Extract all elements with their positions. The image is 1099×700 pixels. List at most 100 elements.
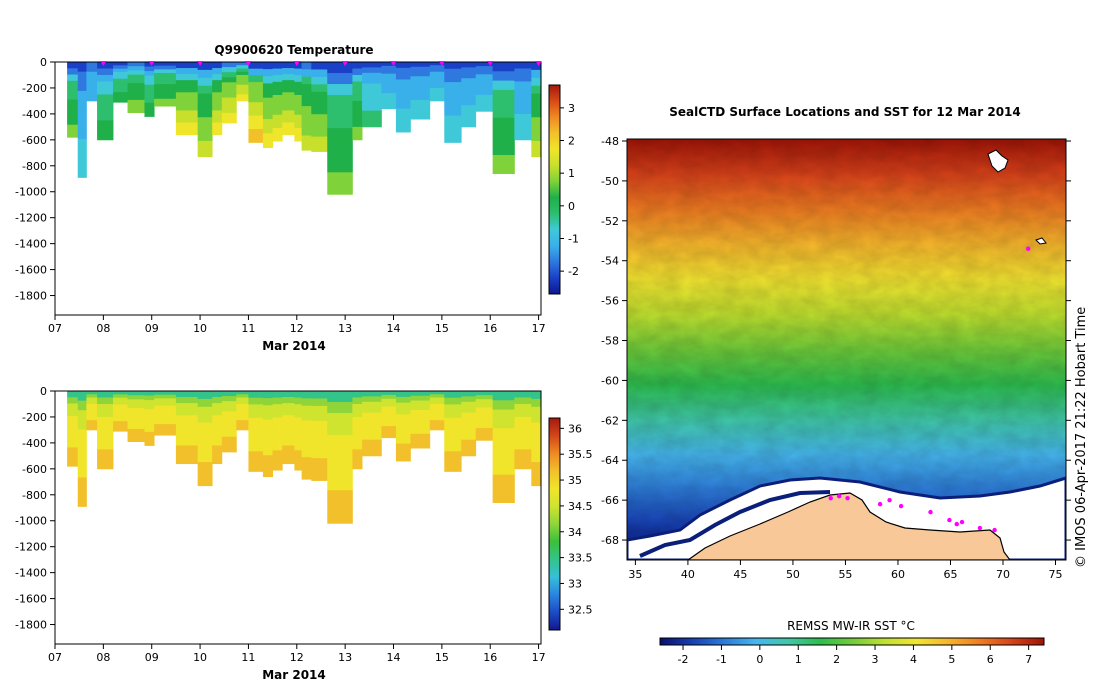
profile-cell [362, 396, 382, 403]
profile-cell [311, 391, 328, 399]
profile-cell [461, 428, 477, 435]
profile-cell [362, 428, 382, 435]
profile-cell [97, 416, 114, 424]
profile-cell [236, 413, 249, 418]
profile-cell [197, 391, 213, 400]
profile-cell [294, 430, 303, 438]
profile-cell [282, 391, 295, 398]
profile-cell [362, 418, 382, 424]
profile-cell [381, 422, 397, 427]
profile-cell [212, 62, 223, 69]
profile-cell [352, 442, 363, 450]
sst-colorbar-label: REMSS MW-IR SST °C [787, 619, 915, 633]
profile-cell [236, 423, 249, 428]
profile-cell [221, 431, 237, 438]
profile-cell [301, 113, 312, 122]
x-tick-label: 07 [48, 322, 62, 335]
profile-cell [154, 394, 177, 399]
profile-cell [514, 113, 532, 121]
profile-cell [461, 445, 477, 451]
profile-cell [395, 455, 411, 462]
y-tick-label: -1400 [15, 238, 47, 251]
profile-cell [475, 66, 494, 71]
profile-cell [262, 462, 274, 470]
profile-cell [154, 84, 177, 89]
profile-cell [272, 423, 283, 431]
profile-cell [144, 436, 155, 442]
profile-cell [444, 437, 462, 446]
profile-cell [212, 116, 223, 123]
profile-cell [221, 401, 237, 407]
profile-marker [197, 61, 204, 66]
profile-cell [236, 410, 249, 415]
profile-cell [492, 80, 515, 91]
x-tick-label: 16 [483, 322, 497, 335]
profile-cell [444, 451, 462, 459]
profile-cell [514, 81, 532, 89]
profile-cell [444, 95, 462, 103]
profile-cell [248, 129, 264, 137]
profile-cell [410, 104, 431, 110]
profile-cell [395, 102, 411, 110]
profile-cell [262, 76, 274, 84]
profile-cell [327, 84, 353, 96]
profile-cell [97, 449, 114, 457]
profile-cell [144, 418, 155, 424]
profile-cell [272, 121, 283, 129]
profile-cell [531, 391, 542, 400]
profile-cell [221, 421, 237, 427]
profile-cell [311, 405, 328, 414]
profile-cell [410, 62, 431, 68]
profile-cell [67, 105, 79, 113]
profile-cell [531, 430, 542, 439]
profile-cell [272, 108, 283, 116]
profile-cell [77, 410, 87, 421]
profile-cell [327, 128, 353, 140]
salinity-plot-area [67, 391, 542, 524]
profile-cell [531, 398, 542, 408]
profile-cell [294, 68, 303, 76]
seal-location [836, 493, 842, 499]
profile-cell [362, 412, 382, 419]
profile-cell [86, 426, 98, 431]
profile-cell [144, 427, 155, 433]
profile-cell [212, 98, 223, 105]
profile-cell [221, 72, 237, 78]
profile-cell [444, 82, 462, 90]
profile-cell [381, 97, 397, 102]
profile-cell [444, 122, 462, 130]
profile-cell [410, 90, 431, 96]
profile-cell [429, 84, 445, 89]
profile-cell [197, 140, 213, 150]
profile-cell [212, 74, 223, 81]
profile-cell [461, 62, 477, 68]
profile-cell [294, 108, 303, 116]
profile-cell [531, 62, 542, 71]
profile-cell [282, 104, 295, 111]
profile-cell [475, 90, 494, 96]
colorbar-tick-label: 2 [568, 135, 575, 148]
profile-cell [301, 449, 312, 458]
profile-cell [352, 87, 363, 95]
profile-cell [429, 420, 445, 424]
profile-cell [410, 414, 431, 420]
y-tick-label: -200 [22, 82, 47, 95]
profile-cell [327, 490, 353, 502]
profile-cell [97, 74, 114, 82]
profile-cell [197, 125, 213, 134]
profile-cell [221, 436, 237, 443]
profile-cell [248, 115, 264, 123]
profile-cell [212, 421, 223, 428]
profile-cell [67, 422, 79, 430]
profile-cell [175, 86, 199, 93]
profile-cell [410, 443, 431, 449]
profile-cell [475, 82, 494, 88]
profile-cell [86, 81, 98, 86]
profile-cell [97, 423, 114, 431]
profile-cell [531, 148, 542, 158]
profile-cell [127, 70, 145, 76]
profile-cell [444, 88, 462, 96]
sst-map-y-axis: -48 -50 -52 -54 -56 -58 -60 -62 -64 -66 -68 [601, 135, 1071, 547]
profile-cell [282, 62, 295, 69]
profile-cell [154, 76, 177, 81]
